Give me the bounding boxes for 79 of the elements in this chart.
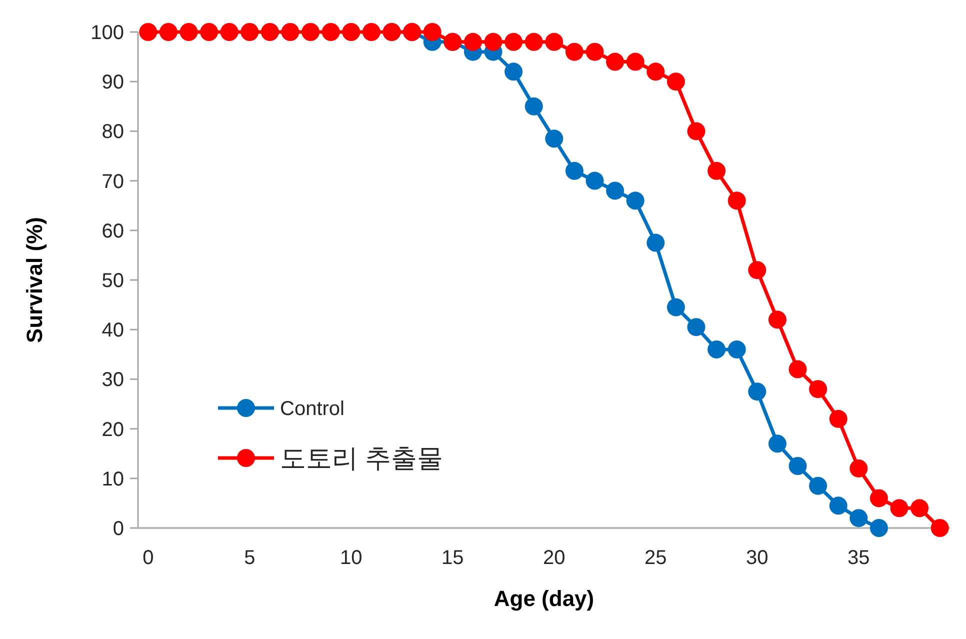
point <box>220 23 238 41</box>
point <box>545 32 564 51</box>
x-tick-label: 0 <box>142 547 154 569</box>
point <box>139 23 158 41</box>
y-tick-label: 20 <box>102 418 124 441</box>
y-tick-label: 50 <box>102 270 124 292</box>
point <box>646 234 665 252</box>
y-axis-title: Survival (%) <box>22 217 47 343</box>
point <box>423 23 442 41</box>
x-tick-label: 10 <box>340 547 362 569</box>
point <box>159 23 178 41</box>
point <box>362 23 380 41</box>
point <box>606 182 624 200</box>
point <box>322 23 340 41</box>
point <box>666 72 685 91</box>
point <box>524 32 543 51</box>
point <box>302 23 320 41</box>
point <box>850 509 868 528</box>
point <box>626 192 644 210</box>
point <box>788 360 807 378</box>
y-tick-label: 10 <box>102 468 124 490</box>
point <box>646 62 665 81</box>
legend-label: Control <box>280 398 344 420</box>
point <box>768 434 786 453</box>
point <box>504 62 523 81</box>
point <box>565 162 584 180</box>
point <box>666 298 685 316</box>
point <box>748 261 766 280</box>
point <box>788 457 807 475</box>
x-tick-label: 25 <box>644 547 667 569</box>
legend-label: 도토리 추출물 <box>280 443 444 474</box>
x-tick-label: 5 <box>244 547 256 569</box>
point <box>910 499 929 518</box>
point <box>565 42 584 61</box>
point <box>260 23 279 41</box>
point <box>687 318 706 336</box>
y-tick-label: 70 <box>102 170 124 193</box>
point <box>281 23 300 41</box>
x-axis-title: Age (day) <box>494 586 594 611</box>
point <box>850 459 868 478</box>
point <box>829 410 848 428</box>
point <box>586 172 604 190</box>
point <box>708 340 726 358</box>
point <box>504 32 523 51</box>
point <box>545 130 564 148</box>
y-tick-label: 60 <box>102 220 124 242</box>
point <box>870 519 888 537</box>
y-tick-label: 30 <box>102 369 124 392</box>
point <box>586 42 604 61</box>
x-tick-label: 35 <box>848 547 870 569</box>
point <box>809 476 828 495</box>
x-tick-label: 30 <box>746 547 768 569</box>
point <box>728 340 746 358</box>
point <box>708 162 726 180</box>
point <box>464 32 482 51</box>
y-tick-label: 40 <box>102 320 124 342</box>
point <box>890 499 908 518</box>
y-tick-label: 0 <box>112 518 124 540</box>
point <box>180 23 198 41</box>
point <box>687 122 706 140</box>
point <box>809 380 828 398</box>
point <box>829 496 848 515</box>
point <box>342 23 360 41</box>
y-tick-label: 80 <box>102 121 124 144</box>
x-tick-label: 15 <box>442 547 464 569</box>
point <box>524 97 543 116</box>
point <box>606 52 624 71</box>
point <box>930 519 949 537</box>
point <box>626 52 644 71</box>
point <box>768 310 786 329</box>
point <box>200 23 218 41</box>
point <box>748 382 766 401</box>
y-tick-label: 100 <box>90 22 124 44</box>
point <box>728 192 746 210</box>
point <box>870 489 888 508</box>
point <box>484 32 502 51</box>
y-tick-label: 90 <box>102 72 124 94</box>
point <box>240 23 259 41</box>
x-tick-label: 20 <box>543 547 566 569</box>
